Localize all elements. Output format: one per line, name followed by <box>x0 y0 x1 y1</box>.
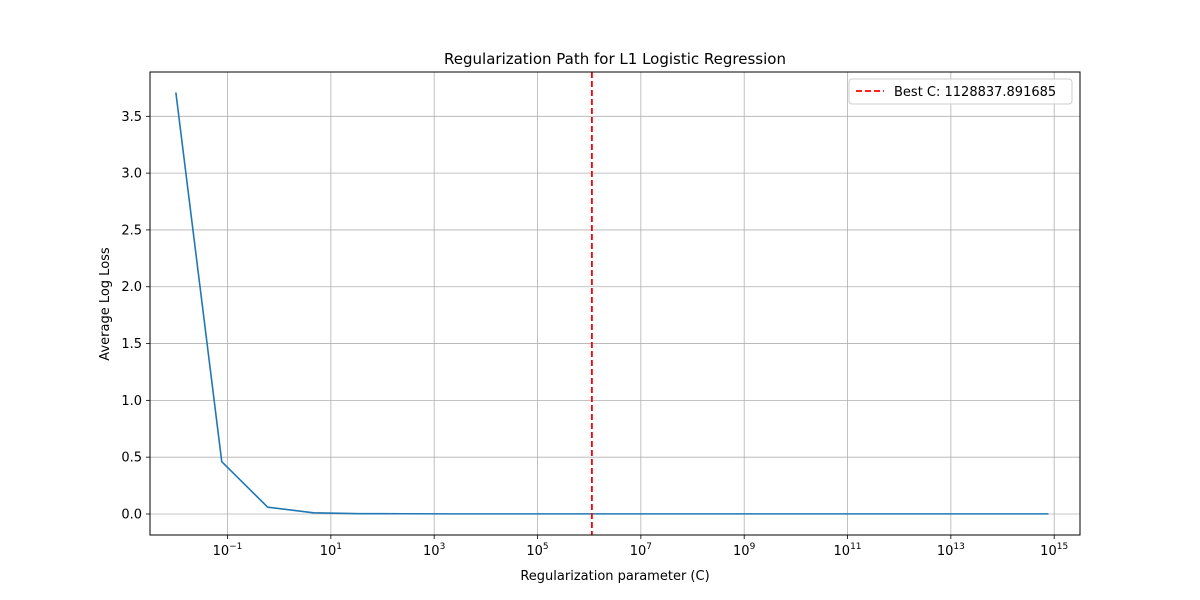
x-tick-exponent: −1 <box>229 542 242 552</box>
plot-series <box>175 72 1049 535</box>
legend: Best C: 1128837.891685 <box>848 78 1073 105</box>
x-tick-label: 10−1 <box>213 542 243 559</box>
x-tick-base: 10 <box>733 544 750 559</box>
y-tick-label: 2.0 <box>121 280 142 295</box>
y-axis-label: Average Log Loss <box>98 247 113 361</box>
x-tick-exponent: 3 <box>440 542 446 552</box>
legend-label-best-c: Best C: 1128837.891685 <box>894 85 1056 100</box>
x-tick-label: 109 <box>733 542 756 559</box>
axes-frame <box>149 71 1081 536</box>
x-tick-exponent: 5 <box>543 542 549 552</box>
x-axis-ticks: 10−1 101 103 105 107 109 1011 1013 1015 <box>213 535 1068 559</box>
x-tick-label: 1015 <box>1040 542 1068 559</box>
x-tick-base: 10 <box>937 544 954 559</box>
x-tick-label: 107 <box>630 542 652 559</box>
x-tick-label: 103 <box>423 542 445 559</box>
x-tick-base: 10 <box>320 544 337 559</box>
legend-box <box>848 78 1073 105</box>
y-tick-label: 2.5 <box>121 223 142 238</box>
x-axis-label: Regularization parameter (C) <box>520 569 709 584</box>
x-tick-label: 1011 <box>834 542 862 559</box>
x-tick-label: 1013 <box>937 542 965 559</box>
y-tick-label: 1.0 <box>121 394 142 409</box>
x-tick-exponent: 11 <box>850 542 861 552</box>
x-tick-exponent: 13 <box>953 542 964 552</box>
y-tick-label: 0.0 <box>121 507 142 522</box>
y-axis-ticks: 0.0 0.5 1.0 1.5 2.0 2.5 3.0 3.5 <box>121 110 150 522</box>
x-tick-base: 10 <box>1040 544 1057 559</box>
x-tick-label: 101 <box>320 542 342 559</box>
y-tick-label: 3.0 <box>121 167 142 182</box>
x-tick-base: 10 <box>423 544 440 559</box>
y-tick-label: 1.5 <box>121 337 142 352</box>
x-tick-label: 105 <box>526 542 548 559</box>
x-tick-base: 10 <box>630 544 647 559</box>
series-line <box>175 92 1049 515</box>
y-tick-label: 3.5 <box>121 110 142 125</box>
x-tick-base: 10 <box>213 544 230 559</box>
x-tick-exponent: 1 <box>336 542 342 552</box>
x-tick-base: 10 <box>526 544 543 559</box>
chart-title: Regularization Path for L1 Logistic Regr… <box>444 50 786 68</box>
x-tick-exponent: 7 <box>646 542 652 552</box>
y-tick-label: 0.5 <box>121 451 142 466</box>
x-tick-exponent: 15 <box>1057 542 1068 552</box>
x-tick-exponent: 9 <box>750 542 756 552</box>
x-tick-base: 10 <box>834 544 851 559</box>
